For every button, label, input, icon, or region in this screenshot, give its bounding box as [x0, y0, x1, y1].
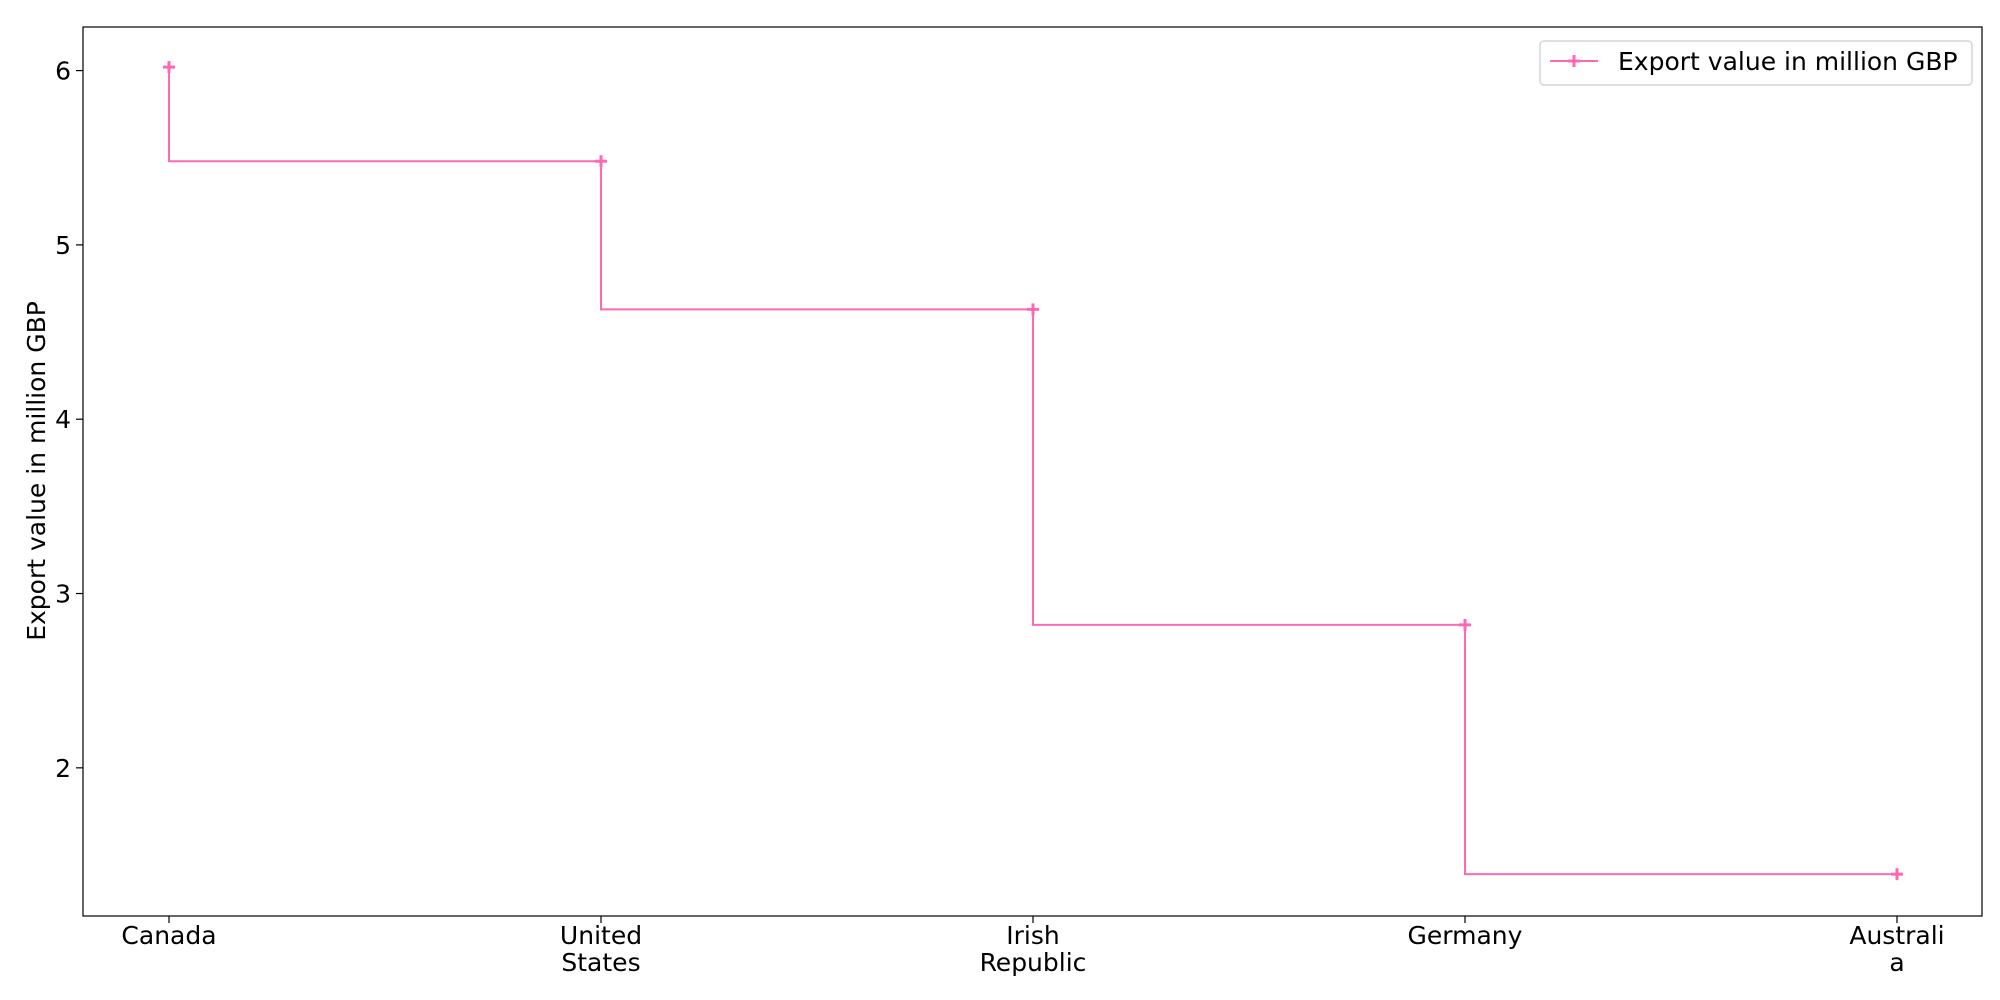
legend-label: Export value in million GBP — [1618, 47, 1958, 76]
y-tick-label: 4 — [55, 405, 71, 434]
legend-box — [1539, 40, 1973, 86]
x-tick-label: Australi a — [1849, 921, 1944, 977]
x-tick-label: Canada — [121, 921, 216, 950]
y-axis-ticks: 2 3 4 5 6 — [55, 57, 83, 783]
legend-marker — [1568, 55, 1580, 67]
x-axis-ticks: Canada United States Irish Republic Germany Au… — [121, 916, 1945, 977]
y-tick-label: 6 — [55, 57, 71, 86]
legend[interactable]: Export value in million GBP — [1539, 40, 1973, 86]
data-point-marker — [1027, 303, 1039, 316]
data-point-marker — [1459, 618, 1471, 631]
y-axis-label: Export value in million GBP — [22, 301, 51, 641]
y-tick-label: 5 — [55, 231, 71, 260]
y-tick-label: 3 — [55, 580, 71, 609]
data-point-marker — [163, 61, 175, 74]
data-point-marker — [1891, 868, 1903, 881]
series-layer — [163, 61, 1903, 881]
x-tick-label: Irish Republic — [980, 921, 1087, 977]
data-point-marker — [595, 155, 607, 168]
x-tick-label: United States — [560, 921, 642, 977]
y-tick-label: 2 — [55, 754, 71, 783]
x-tick-label: Germany — [1408, 921, 1523, 950]
